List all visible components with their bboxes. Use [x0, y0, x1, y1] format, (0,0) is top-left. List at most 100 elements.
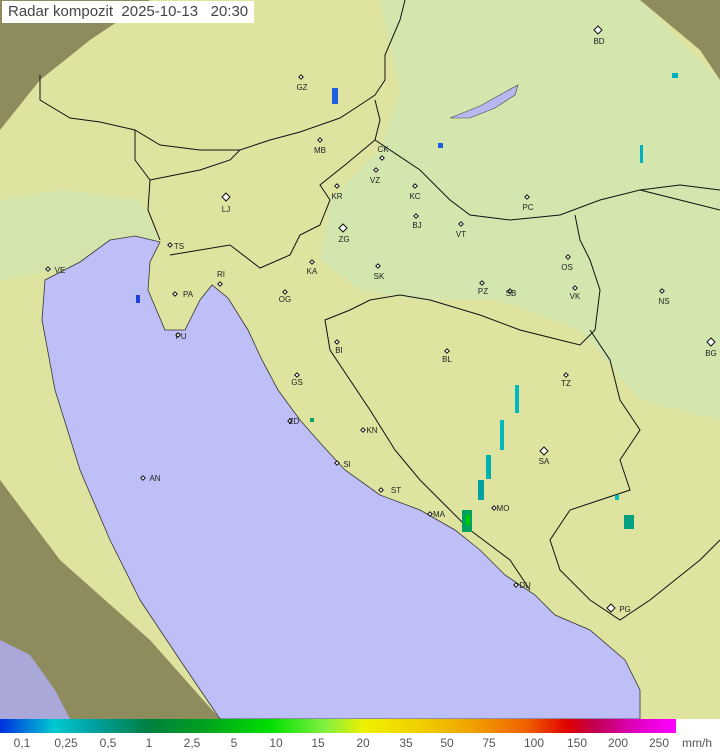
land-green-lowland: [320, 0, 720, 420]
city-label: DU: [519, 581, 531, 590]
city-label: PA: [183, 290, 194, 299]
city-marker-du: [513, 582, 519, 588]
city-label: VT: [456, 230, 466, 239]
legend-label: 0,1: [13, 736, 31, 750]
city-label: CK: [377, 145, 389, 154]
tyrrhenian-sea: [0, 640, 70, 719]
city-marker-lj: [221, 192, 231, 202]
city-marker-ts: [167, 242, 173, 248]
city-marker-sk: [375, 263, 381, 269]
city-marker-kr: [334, 183, 340, 189]
legend-label: 0,25: [54, 736, 78, 750]
city-marker-pa: [172, 291, 178, 297]
legend-unit: mm/h: [682, 736, 712, 750]
city-marker-bi: [334, 339, 340, 345]
city-label: ST: [391, 486, 401, 495]
city-label: AN: [149, 474, 160, 483]
city-marker-bg: [706, 337, 716, 347]
city-marker-ka: [309, 259, 315, 265]
city-label: PC: [522, 203, 533, 212]
city-label: BD: [593, 37, 604, 46]
city-label: MB: [314, 146, 326, 155]
legend-label: 2,5: [183, 736, 201, 750]
city-marker-bd: [593, 25, 603, 35]
city-label: RI: [217, 270, 225, 279]
city-label: BI: [335, 346, 343, 355]
city-label: MO: [497, 504, 510, 513]
city-marker-gz: [298, 74, 304, 80]
city-label: ZD: [289, 417, 300, 426]
city-marker-ri: [217, 281, 223, 287]
legend-label: 0,5: [99, 736, 117, 750]
city-label: BG: [705, 349, 717, 358]
city-label: BL: [442, 355, 452, 364]
legend-label: 15: [311, 736, 325, 750]
city-marker-og: [282, 289, 288, 295]
city-label: SK: [374, 272, 385, 281]
city-marker-kn: [360, 427, 366, 433]
city-label: PZ: [478, 287, 488, 296]
city-marker-gs: [294, 372, 300, 378]
radar-echoes: [136, 73, 678, 532]
city-label: GS: [291, 378, 303, 387]
city-label: ZG: [338, 235, 349, 244]
city-label: VZ: [370, 176, 380, 185]
legend-label: 150: [566, 736, 588, 750]
legend-label: 75: [482, 736, 496, 750]
city-marker-sb: [507, 288, 513, 294]
city-marker-kc: [412, 183, 418, 189]
city-label: NS: [658, 297, 669, 306]
legend-label: 1: [145, 736, 153, 750]
city-label: TZ: [561, 379, 571, 388]
city-marker-vt: [458, 221, 464, 227]
city-label: VK: [570, 292, 581, 301]
city-marker-ma: [427, 511, 433, 517]
city-label: KR: [331, 192, 342, 201]
city-label: SI: [343, 460, 351, 469]
legend-label: 10: [269, 736, 283, 750]
city-label: OG: [279, 295, 291, 304]
legend-label: 20: [356, 736, 370, 750]
city-marker-an: [140, 475, 146, 481]
country-borders: [39, 0, 720, 621]
precipitation-color-scale: [0, 719, 676, 733]
city-label: MA: [433, 510, 446, 519]
city-marker-mo: [491, 505, 497, 511]
city-marker-vz: [373, 167, 379, 173]
city-label: VE: [55, 266, 66, 275]
city-marker-pc: [524, 194, 530, 200]
city-marker-zd: [287, 418, 293, 424]
radar-map: BD GZ MB CK VZ KR KC LJ PC ZG BJ VT TS VE KA SK OS RI PA OG…: [0, 0, 720, 719]
city-marker-ns: [659, 288, 665, 294]
city-label: GZ: [296, 83, 307, 92]
legend-label: 100: [523, 736, 545, 750]
city-label: SA: [539, 457, 550, 466]
lake-balaton: [449, 84, 519, 119]
city-marker-st: [378, 487, 384, 493]
map-title: Radar kompozit 2025-10-13 20:30: [2, 1, 255, 23]
city-label: OS: [561, 263, 573, 272]
city-label: PG: [619, 605, 631, 614]
city-label: SB: [506, 289, 517, 298]
city-marker-vk: [572, 285, 578, 291]
city-label: LJ: [222, 205, 230, 214]
legend-label: 200: [607, 736, 629, 750]
city-marker-bl: [444, 348, 450, 354]
legend-label: 250: [648, 736, 670, 750]
city-label: KC: [409, 192, 420, 201]
legend-label: 50: [440, 736, 454, 750]
legend-label: 5: [230, 736, 238, 750]
city-marker-si: [334, 460, 340, 466]
city-label: KN: [366, 426, 377, 435]
city-marker-ck: [379, 155, 385, 161]
city-label: KA: [307, 267, 318, 276]
city-label: BJ: [412, 221, 421, 230]
city-marker-pz: [479, 280, 485, 286]
city-label: PU: [175, 332, 186, 341]
city-marker-tz: [563, 372, 569, 378]
adriatic-sea: [41, 235, 641, 719]
city-label: TS: [174, 242, 184, 251]
city-marker-mb: [317, 137, 323, 143]
city-markers: BD GZ MB CK VZ KR KC LJ PC ZG BJ VT TS VE KA SK OS RI PA OG…: [45, 25, 717, 614]
